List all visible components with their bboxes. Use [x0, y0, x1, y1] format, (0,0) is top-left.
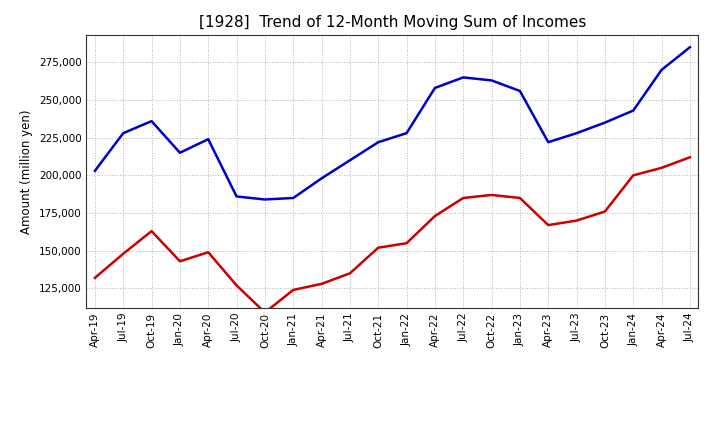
Ordinary Income — [289, 195, 297, 201]
Ordinary Income — [544, 139, 552, 145]
Ordinary Income — [119, 131, 127, 136]
Net Income — [148, 228, 156, 234]
Ordinary Income — [148, 118, 156, 124]
Net Income — [487, 192, 496, 198]
Net Income — [629, 173, 637, 178]
Title: [1928]  Trend of 12-Month Moving Sum of Incomes: [1928] Trend of 12-Month Moving Sum of I… — [199, 15, 586, 30]
Net Income — [402, 241, 411, 246]
Line: Net Income: Net Income — [95, 157, 690, 312]
Net Income — [600, 209, 609, 214]
Net Income — [685, 154, 694, 160]
Ordinary Income — [431, 85, 439, 91]
Ordinary Income — [374, 139, 382, 145]
Ordinary Income — [629, 108, 637, 113]
Ordinary Income — [204, 136, 212, 142]
Net Income — [176, 259, 184, 264]
Net Income — [233, 283, 241, 288]
Net Income — [346, 271, 354, 276]
Net Income — [572, 218, 581, 223]
Net Income — [657, 165, 666, 170]
Ordinary Income — [657, 67, 666, 73]
Ordinary Income — [685, 44, 694, 50]
Ordinary Income — [459, 75, 467, 80]
Ordinary Income — [261, 197, 269, 202]
Net Income — [544, 223, 552, 228]
Ordinary Income — [516, 88, 524, 94]
Net Income — [459, 195, 467, 201]
Ordinary Income — [487, 78, 496, 83]
Net Income — [374, 245, 382, 250]
Line: Ordinary Income: Ordinary Income — [95, 47, 690, 199]
Net Income — [261, 310, 269, 315]
Ordinary Income — [233, 194, 241, 199]
Net Income — [119, 251, 127, 257]
Ordinary Income — [91, 168, 99, 173]
Ordinary Income — [572, 131, 581, 136]
Ordinary Income — [176, 150, 184, 155]
Net Income — [91, 275, 99, 280]
Net Income — [431, 213, 439, 219]
Ordinary Income — [600, 120, 609, 125]
Net Income — [204, 249, 212, 255]
Y-axis label: Amount (million yen): Amount (million yen) — [20, 110, 33, 234]
Ordinary Income — [318, 176, 326, 181]
Ordinary Income — [346, 158, 354, 163]
Net Income — [318, 281, 326, 286]
Net Income — [516, 195, 524, 201]
Ordinary Income — [402, 131, 411, 136]
Net Income — [289, 287, 297, 293]
